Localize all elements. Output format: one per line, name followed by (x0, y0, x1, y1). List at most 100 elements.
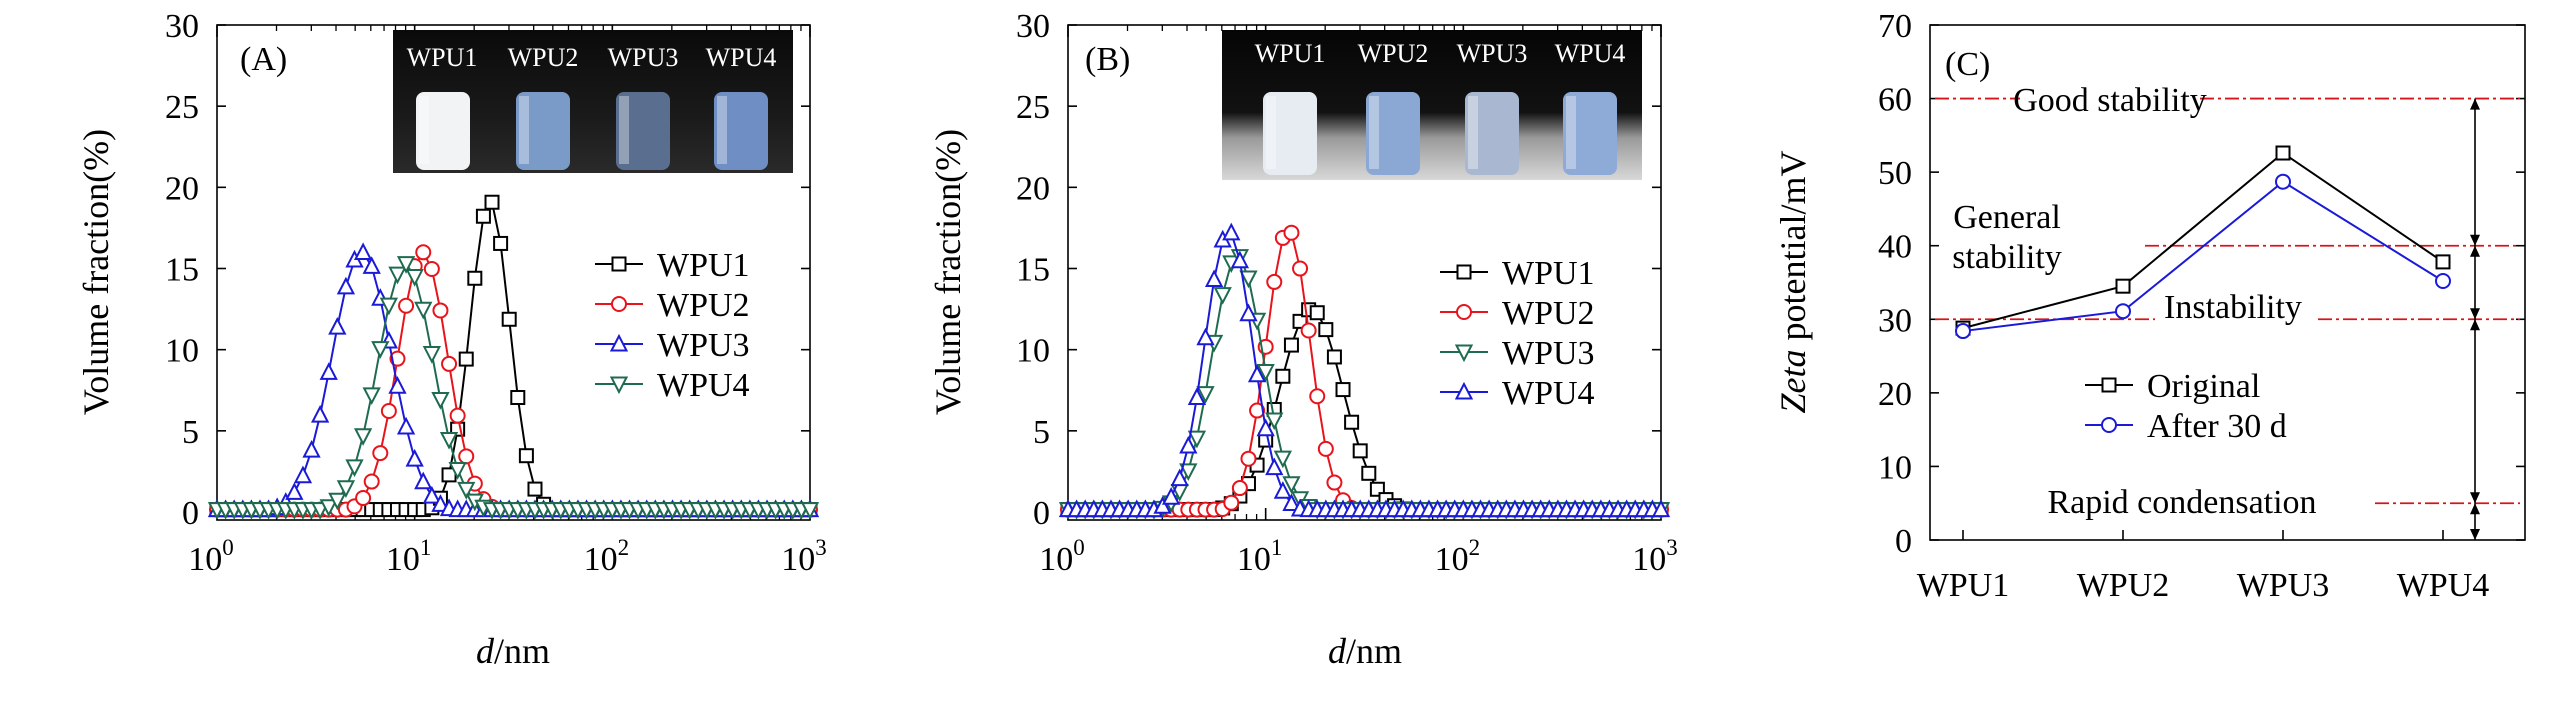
vial-highlight (1266, 96, 1276, 169)
vial (1465, 92, 1519, 175)
data-point (389, 350, 406, 367)
legend-marker (1456, 304, 1472, 320)
vial-highlight (419, 96, 429, 164)
data-point (396, 416, 416, 435)
arrow-head (2470, 98, 2480, 110)
data-point (1309, 305, 1325, 321)
x-tick-label: 101 (386, 535, 432, 578)
y-tick-label: 0 (1895, 523, 1912, 560)
legend-marker (1454, 381, 1474, 400)
zone-label-general: General (1953, 199, 2061, 236)
legend-marker (2101, 377, 2117, 393)
legend-label: WPU3 (657, 327, 750, 364)
legend-marker (609, 376, 629, 395)
data-point (2275, 173, 2291, 190)
arrow-head (2470, 319, 2480, 331)
data-point (1256, 418, 1275, 437)
data-point (310, 404, 330, 423)
data-point (484, 194, 500, 210)
vial (714, 92, 768, 170)
x-tick-label: 101 (1237, 535, 1283, 578)
plot-frame (1067, 24, 1662, 521)
legend-label: WPU2 (1502, 295, 1595, 332)
data-point (527, 481, 543, 497)
data-point (1196, 386, 1215, 404)
data-point (1317, 440, 1334, 457)
data-point (1204, 269, 1224, 288)
x-tick-label: 102 (584, 535, 630, 578)
legend-label: WPU4 (657, 367, 750, 404)
panel-label: (B) (1085, 41, 1130, 78)
x-tick-label: WPU1 (1917, 567, 2010, 604)
vial (1263, 92, 1317, 175)
data-point (1239, 270, 1258, 289)
vial-highlight (717, 96, 727, 164)
zone-label-instability: Instability (2164, 289, 2302, 326)
data-point (380, 403, 397, 420)
legend-marker (609, 333, 629, 352)
data-point (1275, 368, 1291, 384)
data-point (475, 208, 491, 224)
y-tick-label: 10 (1878, 449, 1912, 486)
data-point (493, 235, 509, 251)
x-tick-label: 100 (188, 535, 234, 578)
data-point (1196, 327, 1215, 346)
x-ticks: 100 101 102 103 (1039, 25, 1678, 578)
inset-photo: WPU1 WPU2 WPU3 WPU4 (393, 30, 793, 173)
data-point (328, 316, 347, 335)
legend-label: Original (2147, 368, 2260, 405)
data-point (1256, 364, 1275, 382)
data-point (2435, 273, 2451, 290)
y-tick-label: 5 (182, 414, 199, 451)
data-point (1179, 463, 1198, 481)
data-point (2435, 254, 2451, 270)
y-tick-label: 50 (1878, 155, 1912, 192)
data-point (1282, 476, 1301, 494)
data-point (1249, 402, 1266, 419)
legend-label: WPU3 (1502, 335, 1595, 372)
series-layer (207, 194, 820, 520)
y-tick-label: 30 (1878, 302, 1912, 339)
data-point (379, 297, 399, 316)
data-point (2115, 303, 2131, 320)
x-ticks: WPU1 WPU2 WPU3 WPU4 (1917, 530, 2489, 604)
series-line (1962, 180, 2444, 333)
x-axis-label: d/nm (1328, 631, 1402, 671)
vial (1563, 92, 1617, 175)
panel-a: 0 5 10 15 20 25 30 100 101 102 103 (A) Volume fra… (76, 8, 827, 671)
y-tick-label: 20 (1016, 170, 1050, 207)
data-point (510, 390, 526, 406)
data-point (1230, 250, 1250, 269)
y-tick-label: 0 (1033, 495, 1050, 532)
y-tick-label: 30 (1016, 8, 1050, 45)
data-point (1161, 487, 1181, 505)
panel-label: (C) (1945, 46, 1990, 83)
data-point (1223, 494, 1240, 511)
legend-marker (611, 256, 627, 272)
legend-marker (2101, 417, 2117, 433)
legend-marker (1454, 344, 1474, 363)
data-point (1266, 273, 1283, 290)
data-point (423, 260, 440, 277)
plot-frame (1929, 24, 2526, 541)
data-point (319, 362, 338, 380)
data-point (1240, 450, 1257, 467)
x-tick-label: 103 (1632, 535, 1678, 578)
photo-label: WPU2 (508, 43, 579, 72)
data-point (1265, 457, 1284, 476)
data-point (355, 490, 372, 507)
data-point (1283, 224, 1300, 241)
data-point (441, 355, 458, 372)
data-point (398, 297, 415, 314)
data-point (405, 269, 424, 287)
arrow-head (2470, 245, 2480, 257)
y-tick-label: 15 (1016, 252, 1050, 289)
x-tick-label: WPU2 (2077, 567, 2170, 604)
x-ticks: 100 101 102 103 (188, 25, 827, 578)
data-point (457, 481, 476, 500)
series-layer (1058, 222, 1671, 520)
data-point (388, 266, 407, 285)
